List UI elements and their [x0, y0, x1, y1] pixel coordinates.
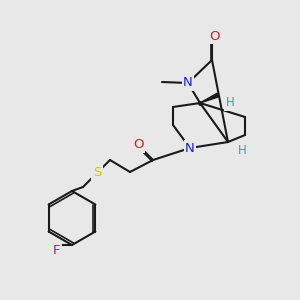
Text: H: H	[226, 97, 234, 110]
Text: O: O	[210, 29, 220, 43]
Text: O: O	[133, 139, 143, 152]
Text: H: H	[238, 143, 246, 157]
Text: S: S	[93, 167, 101, 179]
Text: N: N	[185, 142, 195, 154]
Text: F: F	[53, 244, 61, 256]
Text: N: N	[183, 76, 193, 89]
Polygon shape	[200, 93, 219, 103]
